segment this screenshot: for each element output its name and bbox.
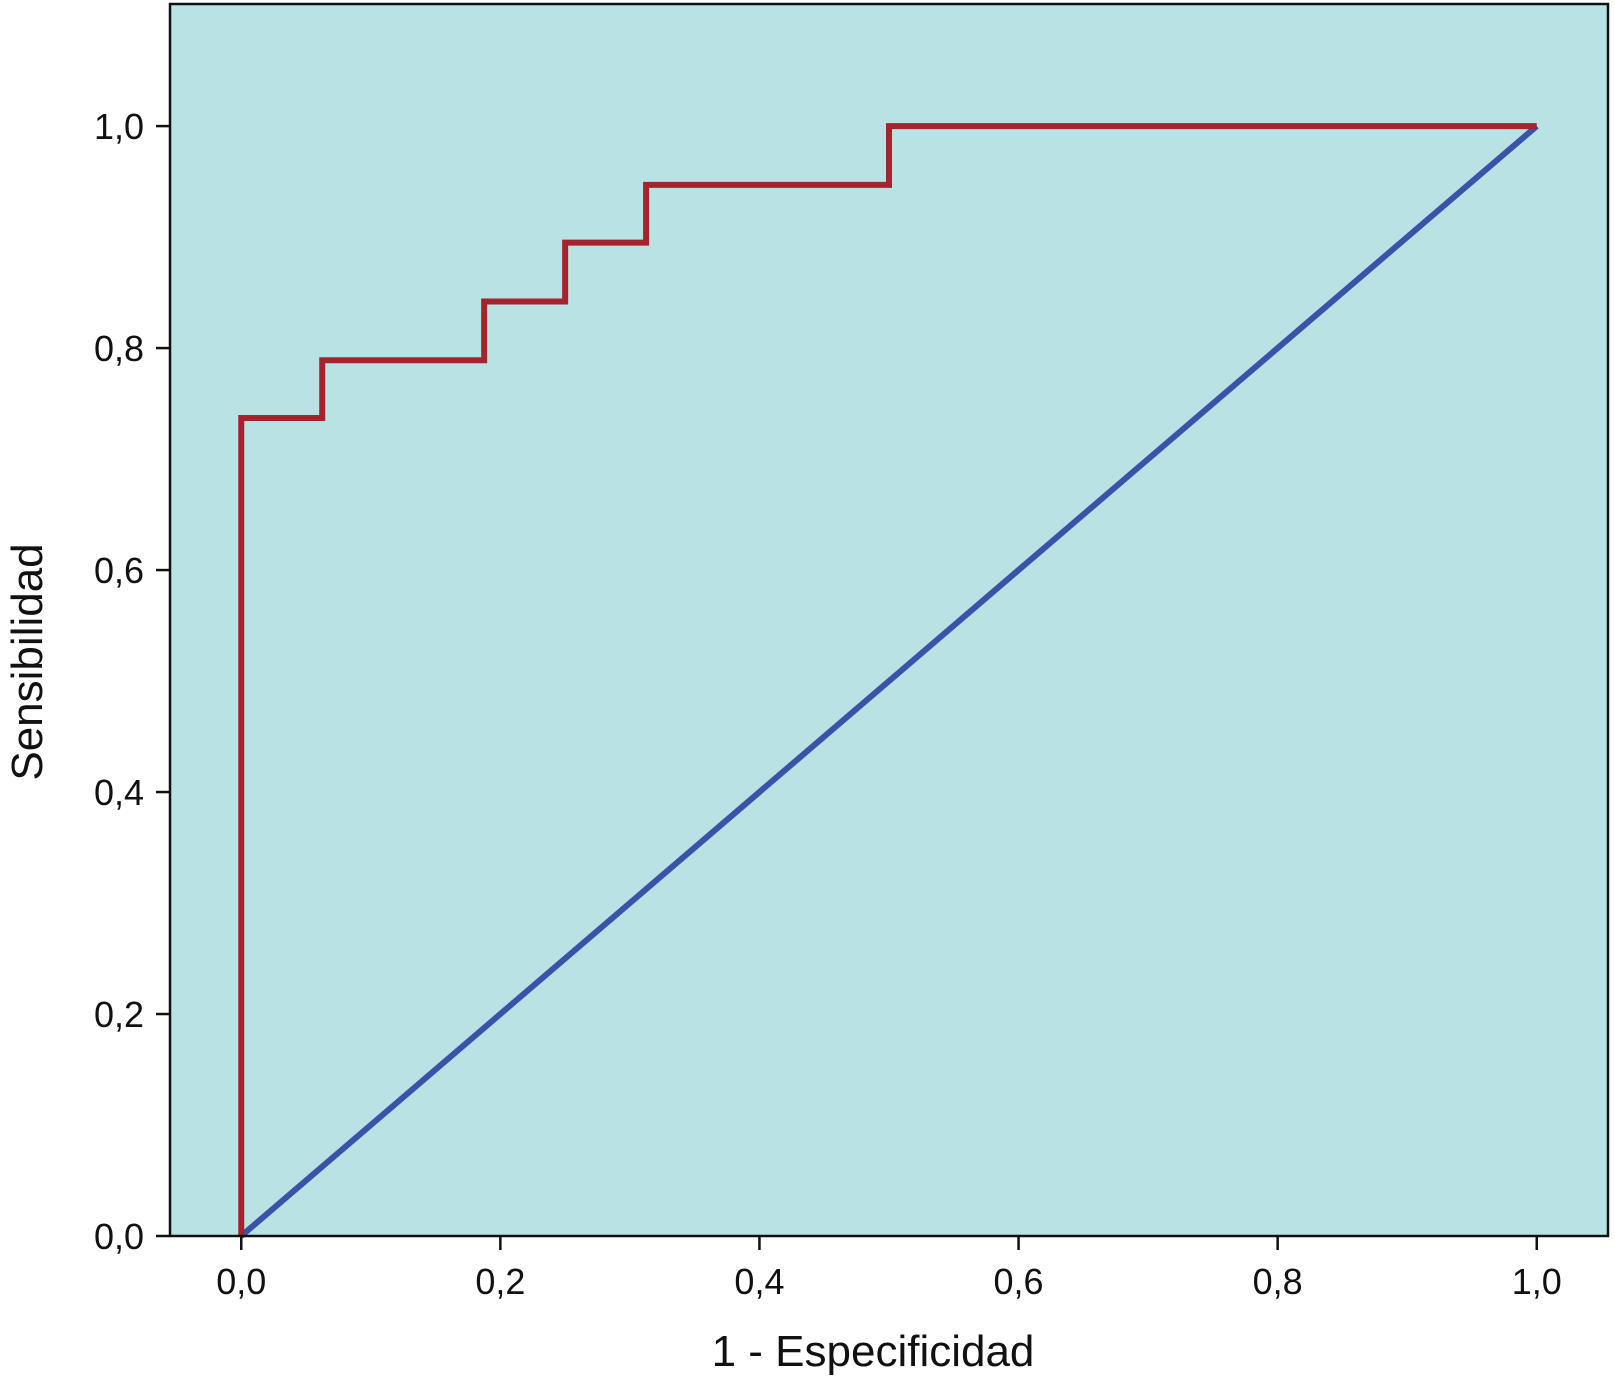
y-axis-ticks: 0,0 0,2 0,4 0,6 0,8 1,0: [94, 106, 170, 1257]
x-tick-label: 0,8: [1253, 1261, 1303, 1302]
plot-frame: [168, 2, 1610, 1238]
roc-curve-line: [238, 123, 1537, 1236]
series-layer: [238, 123, 1539, 1239]
x-tick-label: 0,6: [994, 1261, 1044, 1302]
y-tick-label: 0,0: [94, 1216, 144, 1257]
y-tick-label: 0,8: [94, 328, 144, 369]
plot-area: [170, 4, 1608, 1236]
reference-diagonal-line: [239, 123, 1539, 1239]
y-tick-label: 0,6: [94, 550, 144, 591]
y-tick-label: 0,2: [94, 994, 144, 1035]
y-tick-label: 0,4: [94, 772, 144, 813]
x-tick-label: 0,4: [734, 1261, 784, 1302]
x-axis-label: 1 - Especificidad: [712, 1327, 1035, 1376]
x-axis-ticks: 0,0 0,2 0,4 0,6 0,8 1,0: [216, 1236, 1562, 1302]
y-axis-label: Sensibilidad: [3, 543, 52, 780]
x-tick-label: 1,0: [1512, 1261, 1562, 1302]
x-tick-label: 0,0: [216, 1261, 266, 1302]
y-tick-label: 1,0: [94, 106, 144, 147]
x-tick-label: 0,2: [475, 1261, 525, 1302]
